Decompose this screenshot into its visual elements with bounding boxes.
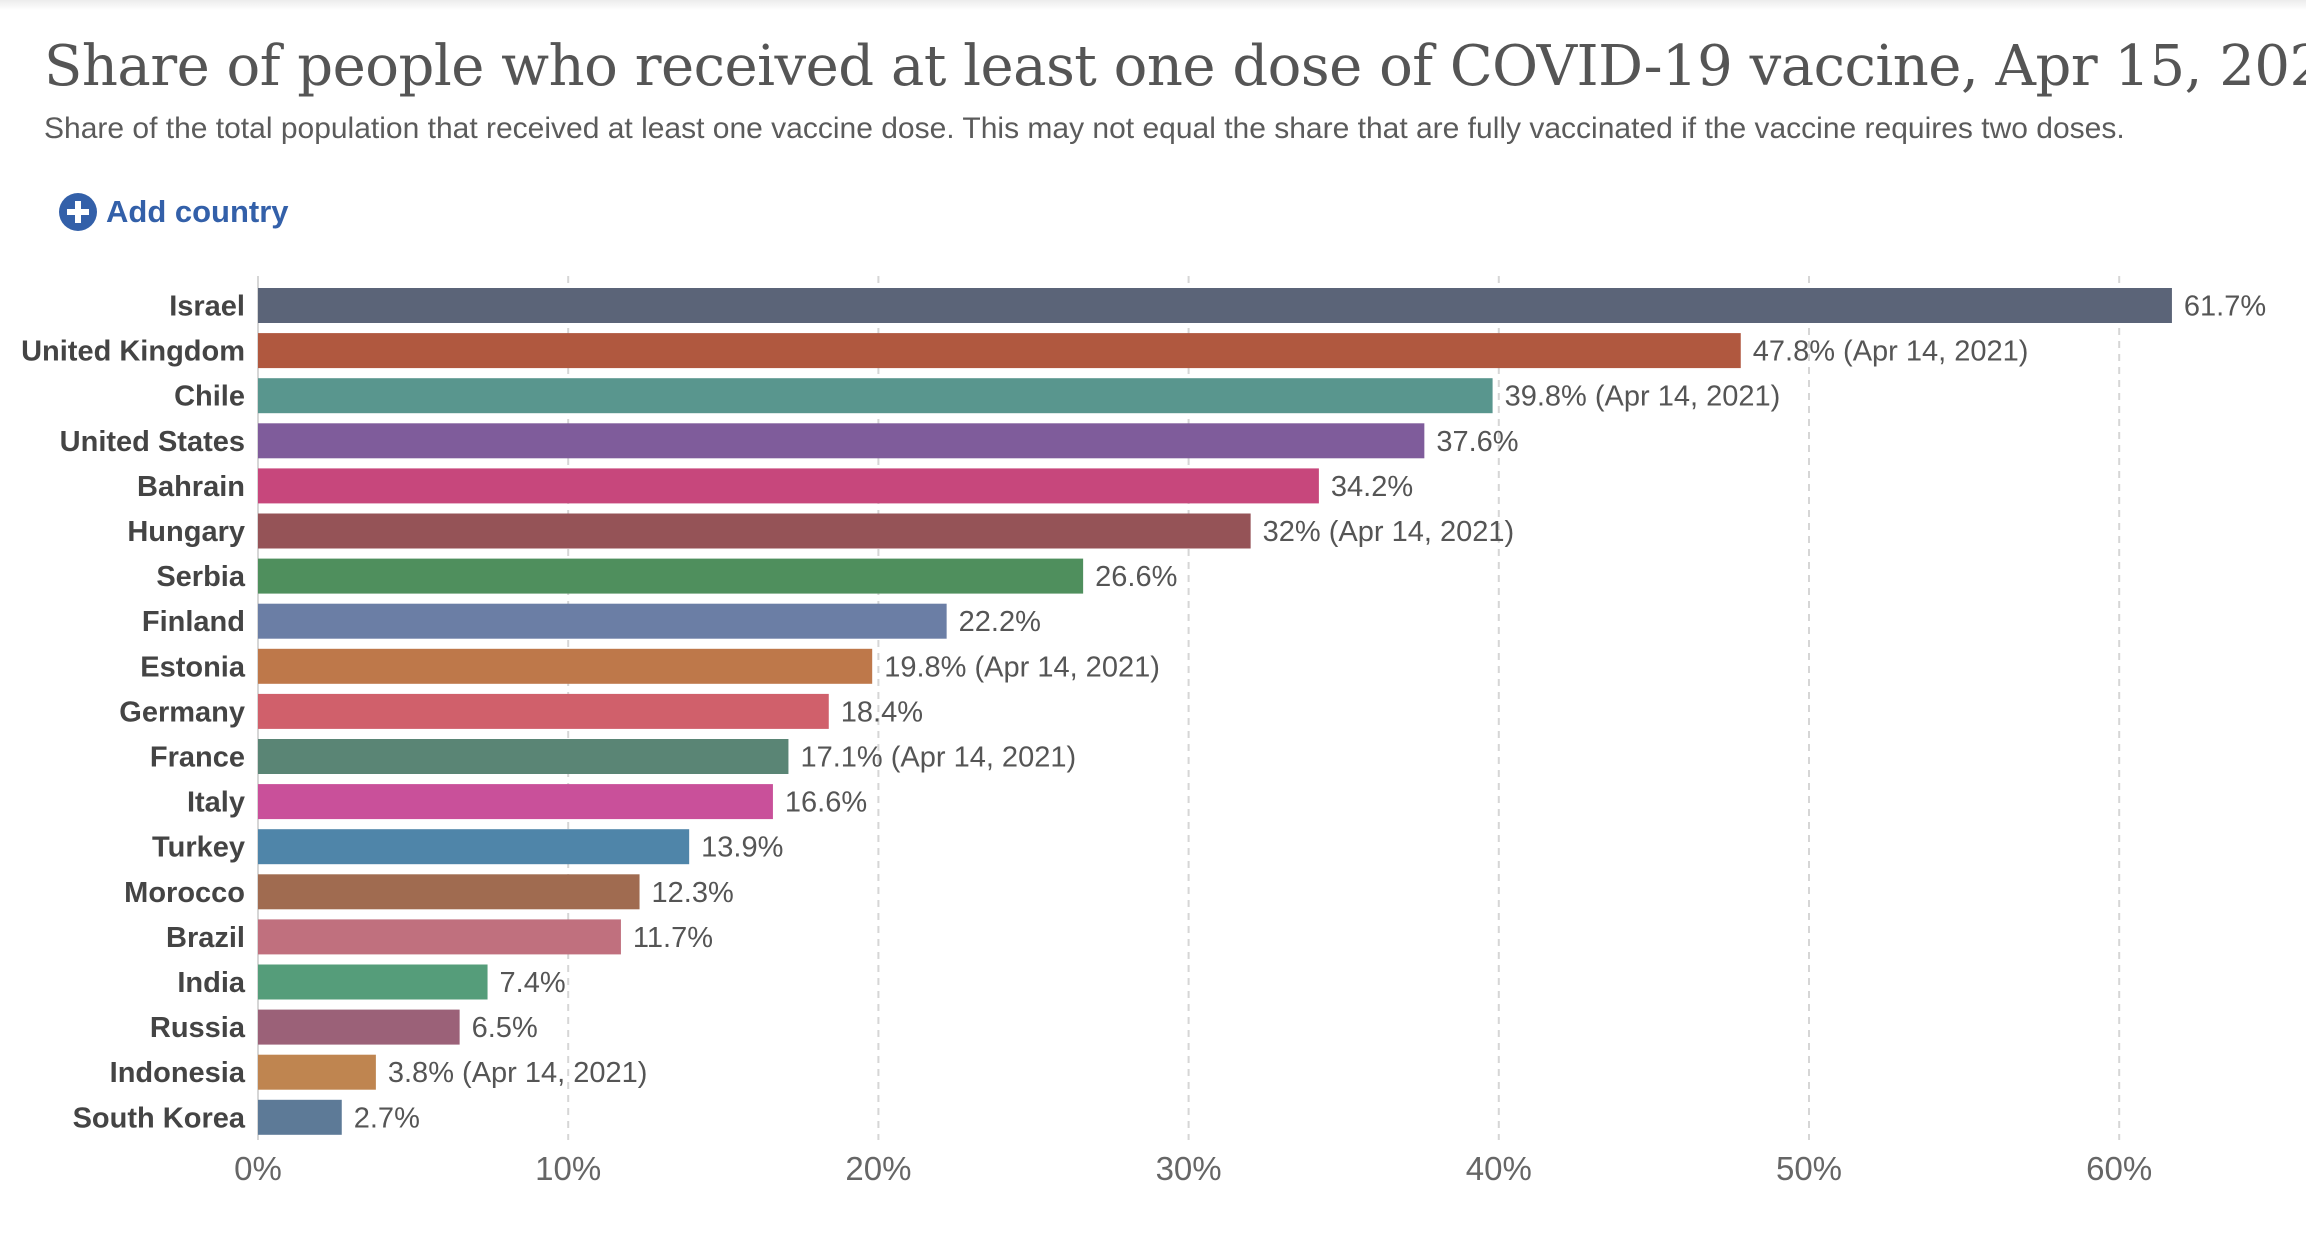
category-label: Chile <box>174 381 245 413</box>
bar-chart: Israel 61.7% United Kingdom 47.8% (Apr 14, … <box>21 276 2266 1187</box>
bar[interactable] <box>258 513 1251 549</box>
bar[interactable] <box>258 919 621 955</box>
x-tick-label: 40% <box>1466 1150 1532 1187</box>
value-label: 17.1% (Apr 14, 2021) <box>800 742 1076 774</box>
bar[interactable] <box>258 603 947 639</box>
add-country-label: Add country <box>106 194 289 229</box>
bar[interactable] <box>258 648 873 684</box>
value-label: 37.6% <box>1436 426 1518 458</box>
bar[interactable] <box>258 558 1084 594</box>
x-tick-label: 30% <box>1156 1150 1222 1187</box>
bar[interactable] <box>258 333 1741 369</box>
category-label: Israel <box>169 291 245 323</box>
category-label: Indonesia <box>110 1057 246 1089</box>
bar[interactable] <box>258 739 789 774</box>
value-label: 6.5% <box>472 1012 538 1044</box>
bar[interactable] <box>258 693 829 729</box>
value-label: 11.7% <box>633 922 713 954</box>
value-label: 3.8% (Apr 14, 2021) <box>388 1057 648 1089</box>
value-label: 61.7% <box>2184 291 2266 323</box>
value-label: 47.8% (Apr 14, 2021) <box>1753 336 2029 368</box>
bar[interactable] <box>258 378 1493 414</box>
value-label: 19.8% (Apr 14, 2021) <box>884 651 1160 683</box>
value-label: 22.2% <box>959 606 1041 638</box>
category-label: Turkey <box>152 832 245 864</box>
bars: Israel 61.7% United Kingdom 47.8% (Apr 14, … <box>21 288 2266 1135</box>
category-label: India <box>177 967 246 999</box>
value-label: 2.7% <box>354 1102 420 1134</box>
category-label: Bahrain <box>137 471 245 503</box>
category-label: United States <box>60 426 245 458</box>
chart-title: Share of people who received at least on… <box>44 34 2306 99</box>
x-tick-label: 0% <box>234 1150 282 1187</box>
bar[interactable] <box>258 1054 376 1090</box>
bar[interactable] <box>258 468 1319 504</box>
category-label: Brazil <box>166 922 245 954</box>
bar[interactable] <box>258 423 1425 459</box>
value-label: 12.3% <box>652 877 734 909</box>
add-country-button[interactable]: Add country <box>58 192 289 232</box>
category-label: Finland <box>142 606 245 638</box>
category-label: Estonia <box>140 651 246 683</box>
x-tick-label: 60% <box>2086 1150 2152 1187</box>
category-label: United Kingdom <box>21 336 245 368</box>
plus-circle-icon <box>59 193 97 231</box>
chart-subtitle: Share of the total population that recei… <box>44 112 2125 145</box>
x-axis: 0% 10% 20% 30% 40% 50% 60% <box>234 1150 2152 1187</box>
value-label: 16.6% <box>785 787 867 819</box>
category-label: Hungary <box>127 516 245 548</box>
value-label: 7.4% <box>500 967 566 999</box>
value-label: 39.8% (Apr 14, 2021) <box>1505 381 1781 413</box>
value-label: 26.6% <box>1095 561 1177 593</box>
category-label: Morocco <box>124 877 245 909</box>
value-label: 34.2% <box>1331 471 1413 503</box>
category-label: Serbia <box>156 561 246 593</box>
x-tick-label: 50% <box>1776 1150 1842 1187</box>
x-tick-label: 20% <box>845 1150 911 1187</box>
value-label: 13.9% <box>701 832 783 864</box>
value-label: 32% (Apr 14, 2021) <box>1263 516 1514 548</box>
bar[interactable] <box>258 288 2172 323</box>
category-label: France <box>150 742 245 774</box>
bar[interactable] <box>258 874 640 910</box>
value-label: 18.4% <box>841 696 923 728</box>
bar[interactable] <box>258 1009 460 1045</box>
x-tick-label: 10% <box>535 1150 601 1187</box>
bar[interactable] <box>258 784 773 820</box>
bar[interactable] <box>258 964 488 1000</box>
category-label: South Korea <box>73 1102 246 1134</box>
category-label: Russia <box>150 1012 246 1044</box>
bar[interactable] <box>258 1099 342 1135</box>
top-shadow <box>0 0 2306 10</box>
bar[interactable] <box>258 829 690 865</box>
category-label: Germany <box>119 696 245 728</box>
grid-lines <box>257 276 2121 1140</box>
category-label: Italy <box>187 787 245 819</box>
